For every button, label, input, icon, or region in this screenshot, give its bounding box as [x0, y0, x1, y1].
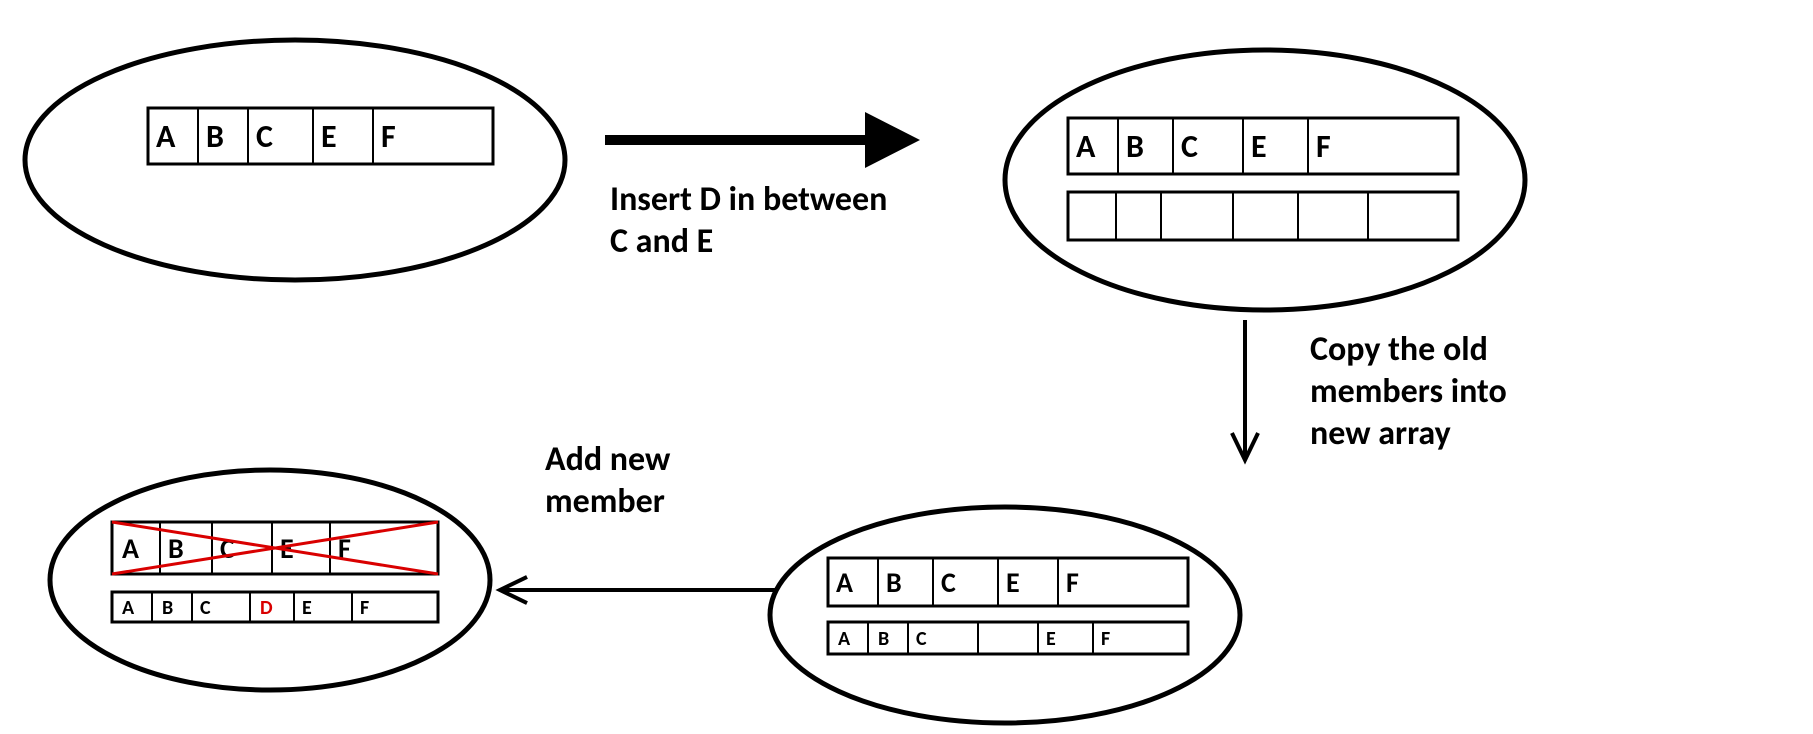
arrow-addnew	[500, 577, 775, 603]
step3-grid-bottom-cell-4: E	[1046, 627, 1056, 651]
step2-grid-top-cell-4: F	[1316, 127, 1331, 166]
step2-grid-top: ABC E F	[1068, 118, 1458, 174]
label-addnew-line-1: member	[545, 481, 665, 522]
step4-grid-bottom-cell-3: D	[260, 596, 273, 620]
step4-grid-top-cell-1: B	[168, 531, 184, 566]
step1-grid-cell-1: B	[206, 117, 224, 156]
step3-grid-bottom-cell-1: B	[878, 627, 889, 651]
label-addnew: Add newmember	[545, 439, 671, 522]
arrow-copy	[1232, 320, 1258, 460]
step1-grid-cell-3: E	[321, 117, 337, 156]
step3-grid-bottom-cell-0: A	[838, 627, 851, 651]
label-addnew-line-0: Add new	[545, 439, 671, 480]
step3-ellipse	[770, 507, 1240, 723]
step4-grid-bottom: A B C D E F	[112, 592, 438, 622]
step2-grid-top-cell-0: A	[1076, 127, 1096, 166]
step4-grid-bottom-cell-5: F	[360, 596, 369, 620]
label-copy-line-1: members into	[1310, 371, 1507, 412]
step4-grid-top-cell-2: C	[220, 531, 235, 566]
step3-grid-top-cell-3: E	[1006, 565, 1020, 600]
step4-grid-top-cell-0: A	[122, 531, 139, 566]
label-insert-line-0: Insert D in between	[610, 179, 887, 220]
step3-grid-top-cell-4: F	[1066, 565, 1079, 600]
step4-grid-bottom-cell-2: C	[200, 596, 211, 620]
step3-grid-top-cell-1: B	[886, 565, 902, 600]
step3-grid-top-cell-0: A	[836, 565, 853, 600]
arrow-insert	[605, 112, 920, 168]
step1-grid-cell-2: C	[256, 117, 273, 156]
step1-ellipse	[25, 40, 565, 280]
step4-grid-bottom-cell-4: E	[302, 596, 312, 620]
label-copy-line-0: Copy the old	[1310, 329, 1488, 370]
step3-grid-top: AB C E F	[828, 558, 1188, 606]
step3-grid-top-cell-2: C	[941, 565, 956, 600]
step2-grid-bottom	[1068, 192, 1458, 240]
step3-grid-bottom: ABCEF	[828, 622, 1188, 654]
label-copy-line-2: new array	[1310, 413, 1451, 454]
step1-grid-cell-0: A	[156, 117, 176, 156]
step2-grid-top-cell-1: B	[1126, 127, 1144, 166]
step1-grid-cell-4: F	[381, 117, 396, 156]
label-insert: Insert D in betweenC and E	[610, 179, 887, 262]
step3-grid-bottom-cell-5: F	[1101, 627, 1110, 651]
step3-grid-bottom-cell-2: C	[916, 627, 927, 651]
step2-ellipse	[1005, 50, 1525, 310]
label-insert-line-1: C and E	[610, 221, 713, 262]
step1-grid: ABC E F	[148, 108, 493, 164]
label-copy: Copy the oldmembers intonew array	[1310, 329, 1507, 454]
step2-grid-top-cell-2: C	[1181, 127, 1198, 166]
step2-grid-top-cell-3: E	[1251, 127, 1267, 166]
step4-grid-bottom-cell-0: A	[122, 596, 135, 620]
step4-ellipse	[50, 470, 490, 690]
step4-grid-bottom-cell-1: B	[162, 596, 173, 620]
